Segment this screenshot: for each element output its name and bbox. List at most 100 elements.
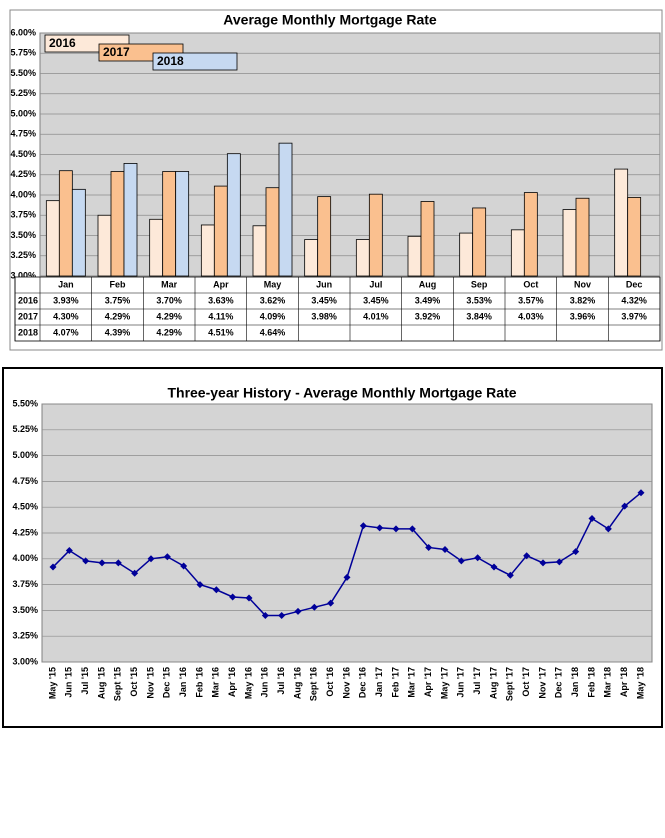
bar	[575, 197, 590, 277]
bar	[123, 163, 138, 277]
data-label: 3.82%	[570, 295, 596, 305]
marker	[49, 563, 57, 571]
x-tick-label: Jul	[369, 279, 382, 289]
x-tick-label: Oct '17	[521, 667, 531, 697]
data-label: 3.84%	[466, 311, 492, 321]
data-label: 3.96%	[570, 311, 596, 321]
x-tick-label: Oct '16	[325, 667, 335, 697]
x-tick-label: Jul '17	[472, 667, 482, 695]
x-tick-label: Dec '16	[358, 667, 368, 698]
bar	[278, 142, 293, 277]
data-label: 3.45%	[363, 295, 389, 305]
x-tick-label: Jul '15	[80, 667, 90, 695]
marker	[180, 562, 188, 570]
bar	[175, 171, 190, 277]
marker	[163, 553, 171, 561]
y-tick-label: 5.00%	[10, 108, 36, 118]
x-tick-label: May '16	[243, 667, 253, 699]
marker	[245, 594, 253, 602]
bar	[304, 239, 319, 277]
data-label: 3.53%	[466, 295, 492, 305]
bar	[627, 197, 642, 277]
bar	[110, 171, 125, 277]
marker	[310, 603, 318, 611]
x-tick-label: Jun '17	[456, 667, 466, 698]
x-tick-label: Jul '16	[276, 667, 286, 695]
marker	[523, 552, 531, 560]
x-tick-label: May	[264, 279, 282, 289]
marker	[343, 573, 351, 581]
bar	[71, 188, 86, 277]
marker	[621, 502, 629, 510]
bar	[407, 235, 422, 277]
x-tick-label: Jan	[58, 279, 74, 289]
marker	[506, 571, 514, 579]
marker	[65, 547, 73, 555]
y-tick-label: 4.00%	[12, 553, 38, 563]
y-tick-label: 3.25%	[12, 631, 38, 641]
y-tick-label: 4.75%	[12, 476, 38, 486]
marker	[637, 489, 645, 497]
x-tick-label: Nov '16	[341, 667, 351, 699]
y-tick-label: 4.75%	[10, 129, 36, 139]
marker	[294, 607, 302, 615]
x-tick-label: May '15	[47, 667, 57, 699]
y-tick-label: 3.75%	[12, 579, 38, 589]
marker	[261, 612, 269, 620]
data-label: 4.07%	[53, 327, 79, 337]
data-label: 3.45%	[311, 295, 337, 305]
data-label: 3.98%	[311, 311, 337, 321]
data-label: 4.01%	[363, 311, 389, 321]
bar	[317, 196, 332, 277]
data-label: 3.49%	[415, 295, 441, 305]
x-tick-label: Nov	[574, 279, 591, 289]
marker	[359, 522, 367, 530]
bar	[213, 185, 228, 277]
x-tick-label: Jun	[316, 279, 332, 289]
legend-label: 2017	[103, 45, 130, 59]
data-label: 4.64%	[260, 327, 286, 337]
marker	[457, 557, 465, 565]
x-tick-label: Aug '15	[96, 667, 106, 699]
marker	[539, 559, 547, 567]
marker	[131, 569, 139, 577]
marker	[425, 543, 433, 551]
marker	[588, 515, 596, 523]
x-tick-label: Apr	[213, 279, 229, 289]
marker	[82, 557, 90, 565]
y-tick-label: 3.50%	[10, 230, 36, 240]
y-tick-label: 5.25%	[10, 88, 36, 98]
x-tick-label: Sep	[471, 279, 488, 289]
x-tick-label: Dec	[626, 279, 643, 289]
x-tick-label: Sept '16	[309, 667, 319, 701]
bar	[97, 214, 112, 277]
marker	[441, 546, 449, 554]
x-tick-label: Aug '17	[488, 667, 498, 699]
x-tick-label: Dec '15	[162, 667, 172, 698]
data-label: 4.29%	[105, 311, 131, 321]
data-label: 3.63%	[208, 295, 234, 305]
legend-label: 2018	[157, 54, 184, 68]
x-tick-label: Apr '18	[619, 667, 629, 697]
bar	[265, 187, 280, 277]
data-label: 3.92%	[415, 311, 441, 321]
data-label: 4.30%	[53, 311, 79, 321]
data-label: 3.62%	[260, 295, 286, 305]
y-tick-label: 3.00%	[10, 270, 36, 280]
marker	[114, 559, 122, 567]
x-tick-label: Dec '17	[554, 667, 564, 698]
x-tick-label: Feb '18	[586, 667, 596, 698]
bar	[252, 225, 267, 277]
x-tick-label: Jun '15	[64, 667, 74, 698]
marker	[147, 555, 155, 563]
legend-label: 2016	[49, 36, 76, 50]
y-tick-label: 3.75%	[10, 210, 36, 220]
x-tick-label: Apr '17	[423, 667, 433, 697]
marker	[229, 593, 237, 601]
x-tick-label: Jan '16	[178, 667, 188, 697]
bar	[459, 232, 474, 277]
marker	[408, 525, 416, 533]
bar	[200, 224, 215, 277]
y-tick-label: 3.50%	[12, 605, 38, 615]
